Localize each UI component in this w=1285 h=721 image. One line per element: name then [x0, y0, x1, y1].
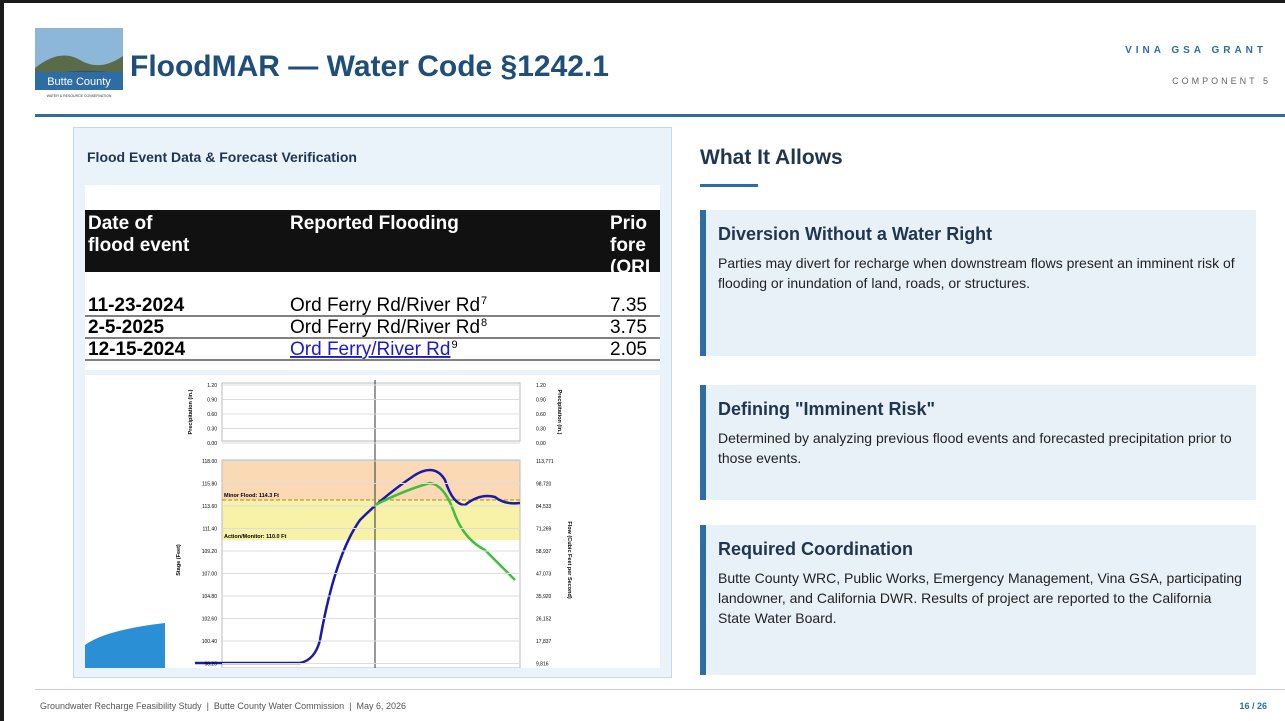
- table-header: (ORI: [610, 257, 650, 278]
- flow-tick: 113,771: [536, 459, 554, 465]
- precip-tick-right: 0.90: [536, 398, 546, 404]
- heading-underline: [700, 184, 758, 187]
- precip-axis-label-right: Precipitation (in.): [556, 390, 562, 435]
- table-date: 2-5-2025: [88, 317, 164, 338]
- footnote: 8: [481, 317, 487, 329]
- card-title: Required Coordination: [718, 539, 1242, 560]
- precip-tick-right: 1.20: [536, 383, 546, 389]
- table-date: 12-15-2024: [88, 339, 186, 360]
- precip-tick: 0.60: [207, 412, 217, 418]
- stage-tick: 111.40: [202, 527, 217, 533]
- section-heading: What It Allows: [700, 146, 843, 170]
- precip-tick: 0.00: [207, 441, 217, 447]
- precip-tick-right: 0.30: [536, 427, 546, 433]
- card-body: Parties may divert for recharge when dow…: [718, 253, 1242, 293]
- stage-tick: 102.60: [202, 617, 218, 623]
- flow-tick: 98,720: [536, 482, 552, 488]
- flow-tick: 71,269: [536, 527, 552, 533]
- card-body: Determined by analyzing previous flood e…: [718, 428, 1242, 468]
- info-card: Defining "Imminent Risk" Determined by an…: [700, 385, 1256, 500]
- stage-tick: 109.20: [202, 549, 218, 555]
- minor-flood-label: Minor Flood: 114.3 Ft: [224, 493, 279, 499]
- flow-tick: 58,937: [536, 549, 552, 555]
- footnote: 7: [481, 295, 487, 307]
- precip-tick: 0.30: [207, 427, 217, 433]
- table-header: Prio: [610, 213, 647, 234]
- footer-text: Groundwater Recharge Feasibility Study |…: [40, 701, 406, 711]
- stage-tick: 115.80: [202, 482, 217, 488]
- precip-tick: 1.20: [207, 383, 217, 389]
- stage-tick: 98.20: [204, 662, 217, 668]
- card-title: Defining "Imminent Risk": [718, 399, 1242, 420]
- hydrograph-image: 1.20 1.20 0.90 0.90 0.60 0.60 0.30 0.30 0.00 0.00…: [85, 375, 660, 668]
- footer-rule: [35, 689, 1285, 690]
- action-label: Action/Monitor: 110.0 Ft: [224, 534, 287, 540]
- flow-tick: 9,816: [536, 662, 549, 668]
- table-header: fore: [610, 235, 646, 256]
- precip-tick-right: 0.00: [536, 441, 546, 447]
- precip-tick-right: 0.60: [536, 412, 546, 418]
- card-title: Diversion Without a Water Right: [718, 224, 1242, 245]
- flow-tick: 47,073: [536, 572, 552, 578]
- stage-axis-label: Stage (Feet): [176, 544, 182, 576]
- flow-tick: 84,533: [536, 504, 552, 510]
- stage-tick: 118.00: [202, 459, 217, 465]
- page-number: 16 / 26: [1239, 701, 1267, 711]
- flow-tick: 17,837: [536, 639, 552, 645]
- flow-axis-label: Flow (Cubic Feet per Second): [566, 521, 572, 598]
- table-header: Reported Flooding: [290, 213, 459, 234]
- logo-subtext: WATER & RESOURCE CONSERVATION: [47, 94, 112, 98]
- stage-tick: 104.80: [202, 594, 218, 600]
- grant-label: VINA GSA GRANT: [1125, 45, 1267, 56]
- flow-tick: 26,152: [536, 617, 552, 623]
- table-date: 11-23-2024: [88, 295, 185, 316]
- info-card: Required Coordination Butte County WRC, P…: [700, 525, 1256, 675]
- logo-text: Butte County: [47, 76, 111, 88]
- precip-axis-label: Precipitation (in.): [188, 389, 194, 434]
- panel-title: Flood Event Data & Forecast Verification: [87, 149, 357, 165]
- table-value: 2.05: [610, 339, 647, 360]
- table-header: flood event: [88, 235, 190, 256]
- slide: Butte County WATER & RESOURCE CONSERVATI…: [0, 0, 1285, 721]
- table-value: 7.35: [610, 295, 647, 316]
- logo: Butte County WATER & RESOURCE CONSERVATI…: [35, 28, 123, 100]
- table-value: 3.75: [610, 317, 647, 338]
- header-rule: [35, 114, 1285, 117]
- table-location: Ord Ferry Rd/River Rd: [290, 295, 480, 316]
- stage-tick: 100.40: [202, 639, 218, 645]
- slide-title: FloodMAR — Water Code §1242.1: [130, 50, 609, 84]
- stage-tick: 107.00: [202, 572, 218, 578]
- card-body: Butte County WRC, Public Works, Emergenc…: [718, 568, 1242, 628]
- footnote: 9: [451, 339, 457, 351]
- table-location: Ord Ferry Rd/River Rd: [290, 317, 480, 338]
- info-card: Diversion Without a Water Right Parties m…: [700, 210, 1256, 356]
- precip-tick: 0.90: [207, 398, 217, 404]
- component-label: COMPONENT 5: [1172, 76, 1271, 86]
- stage-tick: 113.60: [202, 504, 217, 510]
- flow-tick: 35,920: [536, 594, 552, 600]
- table-location: Ord Ferry/River Rd: [290, 339, 450, 360]
- table-header: Date of: [88, 213, 153, 234]
